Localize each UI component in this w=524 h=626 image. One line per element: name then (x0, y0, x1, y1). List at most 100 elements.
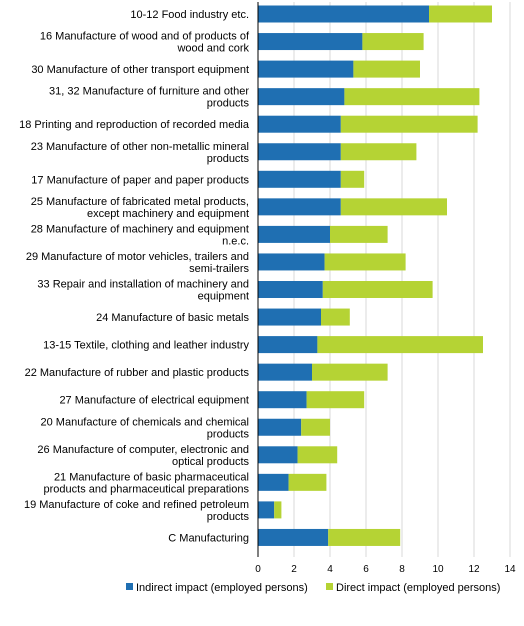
x-tick-label: 2 (291, 564, 297, 575)
bar-direct-7 (340, 198, 447, 216)
category-label-line: 33 Repair and installation of machinery … (37, 279, 249, 291)
bar-indirect-6 (258, 170, 341, 188)
category-label-line: except machinery and equipment (87, 208, 249, 220)
legend-swatch-direct (326, 583, 333, 590)
category-label: 13-15 Textile, clothing and leather indu… (43, 340, 249, 352)
category-label: 19 Manufacture of coke and refined petro… (24, 499, 250, 523)
bar-direct-8 (330, 225, 388, 243)
bar-direct-5 (340, 143, 417, 161)
category-label-line: 27 Manufacture of electrical equipment (59, 395, 249, 407)
x-tick-labels: 0 2 4 6 8 10 12 14 (255, 564, 516, 575)
bar-direct-10 (322, 281, 433, 298)
category-label-line: 16 Manufacture of wood and of products o… (40, 31, 250, 43)
category-label: 17 Manufacture of paper and paper produc… (31, 174, 249, 186)
bar-direct-13 (312, 363, 388, 381)
category-label-line: wood and cork (176, 43, 249, 55)
bar-direct-18 (274, 501, 282, 519)
category-label: 23 Manufacture of other non-metallic min… (31, 141, 250, 165)
category-label: 30 Manufacture of other transport equipm… (31, 64, 249, 76)
bar-indirect-2 (258, 60, 354, 78)
category-label-line: 21 Manufacture of basic pharmaceutical (54, 471, 249, 483)
category-label-line: products and pharmaceutical preparations (44, 483, 250, 495)
category-label-line: 28 Manufacture of machinery and equipmen… (31, 223, 249, 235)
category-label: 26 Manufacture of computer, electronic a… (37, 444, 249, 468)
category-label: 33 Repair and installation of machinery … (37, 279, 249, 303)
bar-direct-9 (324, 253, 406, 271)
category-label-line: C Manufacturing (168, 532, 249, 544)
x-tick-label: 4 (327, 564, 333, 575)
bars (258, 5, 492, 546)
bar-direct-1 (362, 33, 424, 51)
bar-direct-6 (340, 170, 365, 188)
category-label-line: 26 Manufacture of computer, electronic a… (37, 444, 249, 456)
category-label-line: products (207, 98, 250, 110)
category-label: 28 Manufacture of machinery and equipmen… (31, 223, 249, 247)
bar-direct-0 (429, 5, 492, 23)
x-tick-label: 0 (255, 564, 261, 575)
x-tick-label: 10 (432, 564, 444, 575)
category-label: 22 Manufacture of rubber and plastic pro… (25, 367, 250, 379)
category-label-line: products (207, 428, 250, 440)
bar-indirect-13 (258, 363, 312, 381)
category-label-line: 23 Manufacture of other non-metallic min… (31, 141, 249, 153)
category-label: 10-12 Food industry etc. (130, 9, 249, 21)
category-label-line: equipment (198, 291, 249, 303)
bar-indirect-17 (258, 473, 289, 491)
grid-lines (293, 2, 511, 557)
category-label-line: 29 Manufacture of motor vehicles, traile… (26, 251, 249, 263)
category-label-line: 22 Manufacture of rubber and plastic pro… (25, 367, 250, 379)
category-label: C Manufacturing (168, 532, 249, 544)
legend-label-direct: Direct impact (employed persons) (336, 582, 500, 594)
bar-indirect-7 (258, 198, 341, 216)
category-label: 16 Manufacture of wood and of products o… (40, 31, 250, 55)
category-label-line: products (207, 153, 250, 165)
category-label-line: 17 Manufacture of paper and paper produc… (31, 174, 249, 186)
legend-label-indirect: Indirect impact (employed persons) (136, 582, 308, 594)
category-label-line: n.e.c. (222, 235, 249, 247)
bar-direct-17 (288, 473, 327, 491)
bar-direct-2 (353, 60, 420, 78)
category-label: 20 Manufacture of chemicals and chemical… (41, 416, 250, 440)
bar-direct-3 (344, 88, 480, 106)
category-label: 24 Manufacture of basic metals (96, 312, 249, 324)
bar-indirect-19 (258, 528, 329, 546)
category-label: 18 Printing and reproduction of recorded… (19, 119, 250, 131)
category-label-line: 31, 32 Manufacture of furniture and othe… (49, 86, 249, 98)
category-label: 29 Manufacture of motor vehicles, traile… (26, 251, 250, 275)
bar-direct-15 (301, 418, 330, 436)
bar-direct-16 (297, 446, 338, 464)
bar-indirect-9 (258, 253, 325, 271)
category-label-line: 10-12 Food industry etc. (130, 9, 249, 21)
x-tick-label: 12 (468, 564, 480, 575)
bar-direct-14 (306, 391, 365, 409)
x-tick-label: 8 (399, 564, 405, 575)
bar-indirect-14 (258, 391, 307, 409)
category-label-line: 25 Manufacture of fabricated metal produ… (31, 196, 249, 208)
bar-indirect-16 (258, 446, 298, 464)
x-tick-label: 14 (504, 564, 516, 575)
bar-indirect-1 (258, 33, 363, 51)
category-label-line: products (207, 511, 250, 523)
category-label-line: 30 Manufacture of other transport equipm… (31, 64, 249, 76)
category-label-line: semi-trailers (189, 263, 249, 275)
category-label: 25 Manufacture of fabricated metal produ… (31, 196, 249, 220)
category-labels: 10-12 Food industry etc. 16 Manufacture o… (19, 9, 250, 544)
bar-indirect-12 (258, 336, 318, 354)
legend-swatch-indirect (126, 583, 133, 590)
bar-indirect-10 (258, 281, 323, 298)
bar-direct-12 (317, 336, 483, 354)
bar-indirect-11 (258, 308, 321, 326)
category-label-line: 24 Manufacture of basic metals (96, 312, 249, 324)
bar-indirect-8 (258, 225, 330, 243)
category-label-line: 13-15 Textile, clothing and leather indu… (43, 340, 249, 352)
bar-indirect-15 (258, 418, 302, 436)
x-tick-label: 6 (363, 564, 369, 575)
bar-indirect-18 (258, 501, 275, 519)
category-label-line: 19 Manufacture of coke and refined petro… (24, 499, 249, 511)
category-label: 31, 32 Manufacture of furniture and othe… (49, 86, 249, 110)
bar-indirect-4 (258, 115, 341, 133)
legend: Indirect impact (employed persons) Direct… (126, 582, 500, 594)
bar-direct-4 (340, 115, 478, 133)
bar-indirect-3 (258, 88, 345, 106)
